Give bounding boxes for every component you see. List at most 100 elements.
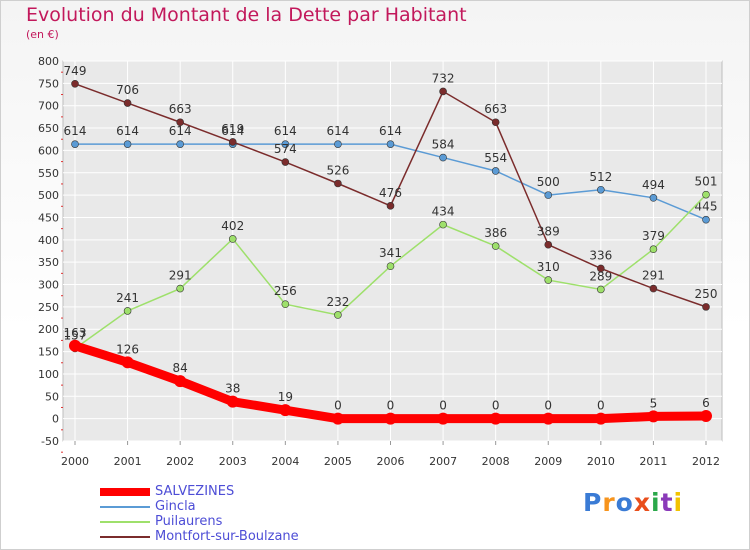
data-label: 19: [278, 390, 293, 404]
data-label: 84: [173, 361, 188, 375]
data-point: [386, 262, 395, 271]
data-point: [702, 215, 710, 224]
x-tick-label: 2009: [534, 455, 562, 468]
data-label: 434: [432, 205, 455, 219]
data-point: [228, 235, 237, 243]
x-tick-label: 2006: [377, 455, 405, 468]
data-point: [176, 118, 184, 127]
y-tick-label: 150: [38, 346, 59, 359]
y-tick-label: 650: [38, 122, 59, 135]
data-point: [439, 87, 447, 96]
y-tick-label: 700: [38, 100, 59, 113]
data-label: 5: [650, 396, 658, 410]
data-point: [176, 140, 184, 148]
logo-letter: x: [633, 488, 651, 517]
data-label: 341: [379, 246, 402, 260]
data-point: [489, 412, 502, 425]
data-point: [281, 140, 290, 148]
data-label: 584: [432, 138, 455, 152]
data-label: 663: [169, 102, 192, 116]
data-label: 554: [484, 151, 507, 165]
data-label: 157: [64, 328, 87, 342]
data-point: [597, 285, 605, 294]
data-label: 619: [221, 122, 244, 136]
data-point: [386, 202, 395, 210]
data-label: 379: [642, 229, 665, 243]
data-point: [176, 284, 184, 293]
data-label: 614: [169, 124, 192, 138]
data-label: 289: [589, 269, 612, 283]
data-label: 0: [597, 399, 605, 413]
data-point: [279, 404, 292, 417]
x-tick-label: 2008: [482, 455, 510, 468]
legend-swatch-puilaurens: [100, 521, 150, 523]
data-label: 256: [274, 284, 297, 298]
data-point: [702, 303, 710, 311]
y-tick-label: 0: [52, 413, 59, 426]
data-label: 291: [642, 269, 665, 283]
data-label: 0: [492, 399, 500, 413]
legend-label-gincla: Gincla: [155, 499, 196, 514]
data-point: [123, 307, 132, 315]
y-tick-label: 450: [38, 211, 59, 224]
data-label: 500: [537, 175, 560, 189]
x-tick-label: 2007: [429, 455, 457, 468]
data-point: [700, 409, 712, 422]
y-tick-label: 500: [38, 189, 59, 202]
data-label: 0: [544, 399, 552, 413]
legend-label-puilaurens: Puilaurens: [155, 514, 223, 529]
data-point: [544, 240, 553, 249]
logo-letter: i: [651, 488, 661, 517]
data-point: [437, 412, 450, 425]
data-label: 476: [379, 186, 402, 200]
data-point: [71, 80, 79, 88]
data-point: [544, 276, 553, 284]
data-point: [334, 311, 342, 319]
data-point: [123, 99, 132, 107]
y-tick-label: 100: [38, 368, 59, 381]
data-point: [594, 412, 607, 425]
x-tick-label: 2012: [692, 455, 720, 468]
data-label: 0: [439, 399, 447, 413]
data-point: [491, 242, 500, 250]
data-label: 241: [116, 291, 139, 305]
data-label: 494: [642, 178, 665, 192]
y-tick-label: 350: [38, 256, 59, 269]
data-label: 574: [274, 142, 297, 156]
data-point: [491, 118, 500, 127]
data-label: 614: [274, 124, 297, 138]
data-label: 732: [432, 71, 455, 85]
legend-swatch-salvezines: [100, 488, 150, 496]
logo-letter: o: [615, 488, 634, 517]
data-point: [281, 158, 290, 166]
data-label: 614: [379, 124, 402, 138]
data-point: [69, 339, 81, 352]
data-label: 402: [221, 219, 244, 233]
data-label: 310: [537, 260, 560, 274]
logo-letter: i: [673, 488, 684, 517]
data-point: [228, 138, 237, 146]
y-tick-label: 750: [38, 77, 59, 90]
data-point: [71, 140, 79, 148]
y-tick-label: 600: [38, 144, 59, 157]
data-point: [334, 179, 342, 188]
x-tick-label: 2002: [166, 455, 194, 468]
data-point: [334, 140, 342, 148]
data-point: [439, 153, 447, 162]
data-label: 445: [695, 200, 718, 214]
y-tick-label: 300: [38, 279, 59, 292]
data-label: 526: [326, 163, 349, 177]
data-point: [174, 375, 187, 388]
data-point: [542, 412, 555, 425]
y-tick-label: 50: [45, 390, 59, 403]
data-point: [491, 167, 500, 175]
data-label: 749: [64, 64, 87, 78]
chart-title: Evolution du Montant de la Dette par Hab…: [26, 4, 467, 26]
logo-letter: P: [583, 488, 603, 517]
legend-label-montfort: Montfort-sur-Boulzane: [155, 529, 299, 544]
data-point: [647, 410, 660, 423]
data-label: 501: [695, 175, 718, 189]
data-point: [649, 194, 658, 202]
data-label: 0: [334, 399, 342, 413]
